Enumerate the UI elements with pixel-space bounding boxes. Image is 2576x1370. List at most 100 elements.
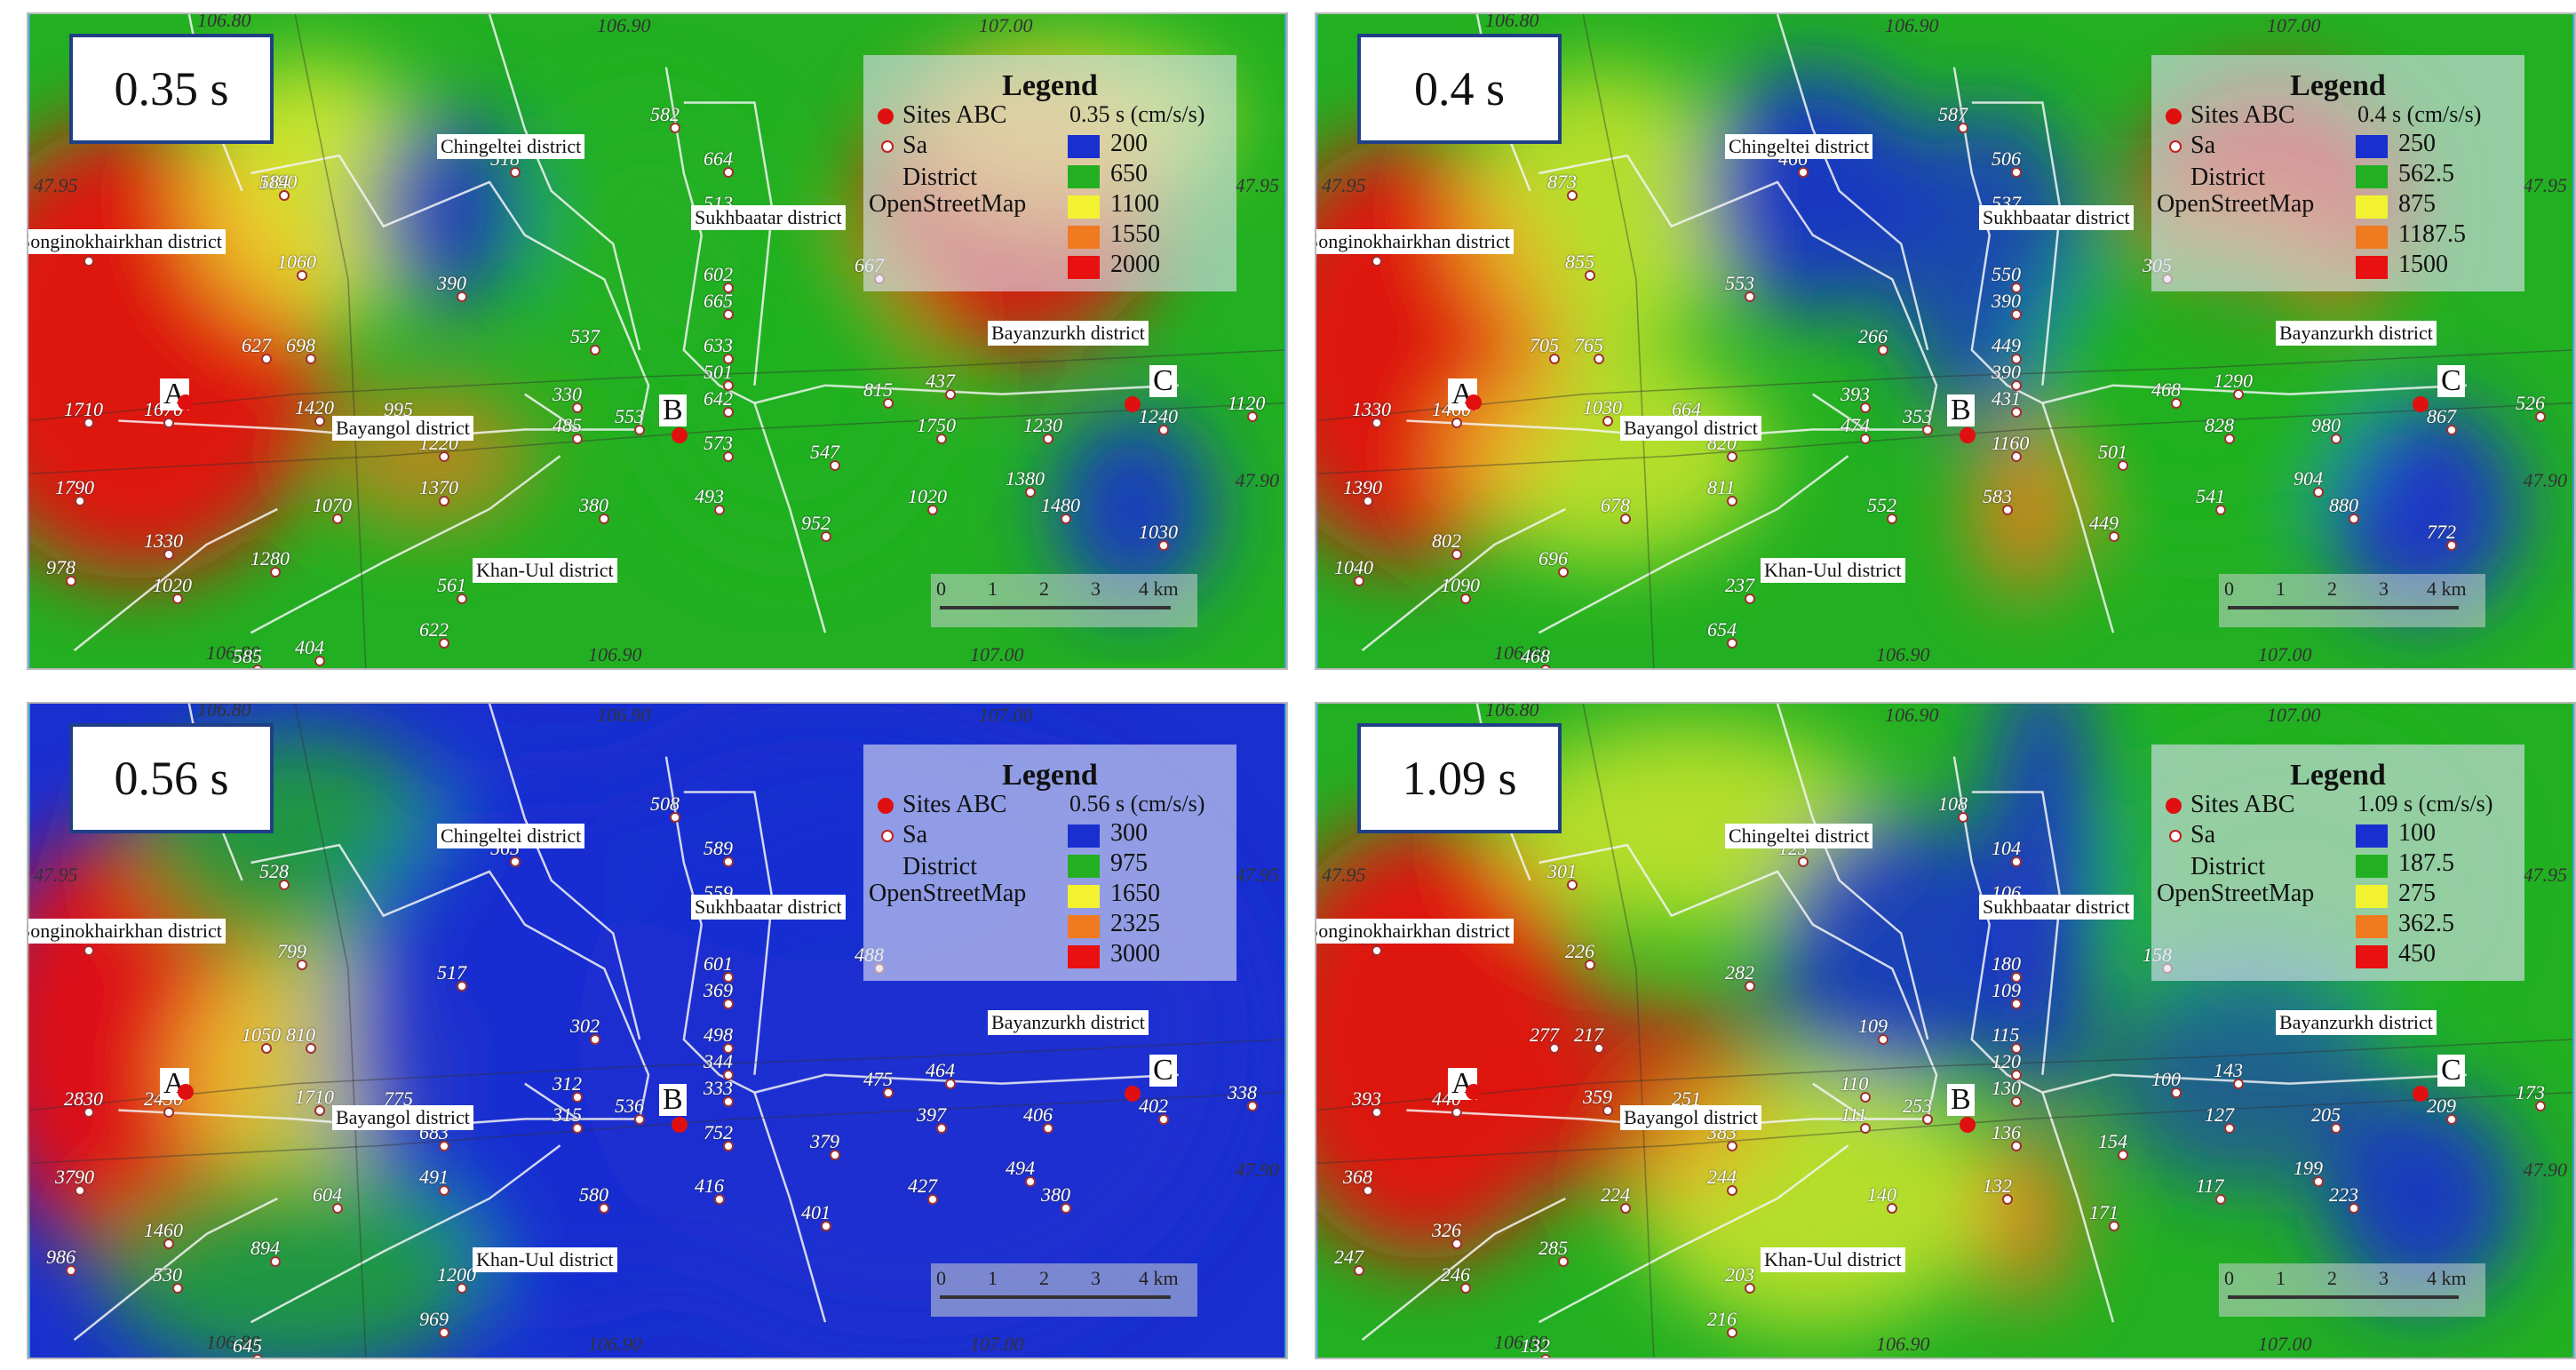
legend-swatch xyxy=(2356,195,2388,219)
sa-value-label: 978 xyxy=(46,556,76,578)
sites-dot-icon xyxy=(878,798,894,814)
sa-point xyxy=(1585,960,1595,970)
sa-value-label: 1750 xyxy=(917,414,956,436)
scale-label: 4 km xyxy=(2427,577,2467,600)
field-blob xyxy=(1697,67,1928,315)
sa-value-label: 437 xyxy=(926,370,955,392)
district-label-chingeltei: Chingeltei district xyxy=(437,824,585,848)
district-label-bayangol: Bayangol district xyxy=(1620,416,1761,441)
sa-value-label: 369 xyxy=(704,979,733,1001)
sa-point xyxy=(2109,531,2119,542)
sa-point xyxy=(1451,418,1462,428)
sa-value-label: 237 xyxy=(1725,574,1754,596)
sa-value-label: 180 xyxy=(1992,952,2021,975)
sa-value-label: 1380 xyxy=(1006,467,1045,490)
sa-point xyxy=(1860,434,1871,444)
field-blob xyxy=(1971,1127,2079,1305)
sa-value-label: 1190 xyxy=(259,171,298,193)
lon-tick: 106.90 xyxy=(1876,643,1930,665)
scale-label: 1 xyxy=(988,577,998,600)
legend-sa: Sa xyxy=(2190,821,2215,848)
sa-point xyxy=(723,856,734,867)
sa-point xyxy=(83,418,94,428)
sa-point xyxy=(1798,856,1809,867)
district-label-khanuul: Khan-Uul district xyxy=(1761,1247,1905,1272)
field-blob xyxy=(2325,1092,2520,1305)
sa-dot-icon xyxy=(881,140,894,153)
legend-title: Legend xyxy=(2290,69,2386,102)
sa-value-label: 1420 xyxy=(295,396,334,418)
sa-value-label: 379 xyxy=(810,1130,839,1152)
sa-value-label: 326 xyxy=(1432,1219,1461,1241)
sa-point xyxy=(1745,291,1755,302)
sa-point xyxy=(830,1150,840,1160)
sa-value-label: 772 xyxy=(2427,521,2456,543)
sa-value-label: 584 xyxy=(259,171,289,193)
sa-value-label: 449 xyxy=(2089,512,2119,534)
sa-value-label: 224 xyxy=(1601,1183,1630,1206)
sa-point xyxy=(510,167,521,178)
sa-value-label: 1480 xyxy=(1041,494,1080,516)
sa-point xyxy=(1727,1141,1737,1151)
sa-point xyxy=(1043,1123,1053,1134)
sa-point xyxy=(83,945,94,956)
sa-point xyxy=(332,1203,343,1214)
lat-tick: 47.95 xyxy=(34,864,78,886)
sa-value-label: 1240 xyxy=(1139,405,1178,427)
legend-sites: Sites ABC xyxy=(2190,791,2295,818)
sa-value-label: 253 xyxy=(1903,1095,1932,1117)
sa-point xyxy=(590,1034,600,1045)
legend-level: 275 xyxy=(2398,880,2436,907)
sa-point xyxy=(1460,1283,1471,1294)
legend-title: Legend xyxy=(1002,759,1098,792)
sa-value-label: 109 xyxy=(1858,1015,1888,1037)
legend-swatch xyxy=(1068,945,1100,968)
sa-point xyxy=(2002,1194,2013,1205)
sa-point xyxy=(2233,389,2244,400)
district-boundary xyxy=(753,402,827,633)
sa-value-label: 302 xyxy=(570,1015,600,1037)
scale-label: 2 xyxy=(1039,1267,1049,1289)
sa-point xyxy=(1460,593,1471,604)
district-label-chingeltei: Chingeltei district xyxy=(1725,824,1873,848)
sa-point xyxy=(2002,505,2013,515)
sa-point xyxy=(2011,856,2022,867)
sa-point xyxy=(252,1354,263,1358)
lon-tick: 107.00 xyxy=(2267,704,2321,726)
sa-value-label: 1090 xyxy=(1441,574,1480,596)
sa-value-label: 1040 xyxy=(1334,556,1373,578)
legend-unit: 1.09 s (cm/s/s) xyxy=(2357,791,2493,816)
scale-label: 0 xyxy=(2224,577,2234,600)
sa-value-label: 380 xyxy=(579,494,608,516)
sa-point xyxy=(2446,540,2457,551)
sa-point xyxy=(2313,1176,2324,1187)
field-blob xyxy=(2325,402,2520,616)
site-label-b: B xyxy=(659,1084,687,1116)
legend-swatch xyxy=(1068,824,1100,848)
legend-level: 1650 xyxy=(1110,880,1160,907)
sa-point xyxy=(439,496,449,506)
sa-point xyxy=(599,514,609,524)
road-line xyxy=(1582,14,1655,668)
sa-value-label: 344 xyxy=(704,1050,733,1072)
sa-point xyxy=(883,1087,894,1098)
sa-point xyxy=(1602,416,1613,426)
lon-tick: 106.80 xyxy=(206,641,260,664)
sa-point xyxy=(2011,1141,2022,1151)
sa-point xyxy=(1727,638,1737,649)
sa-value-label: 1460 xyxy=(144,1219,183,1241)
sa-value-label: 1790 xyxy=(55,476,94,498)
site-label-c: C xyxy=(2437,365,2465,397)
sa-value-label: 1710 xyxy=(64,398,103,420)
lat-tick: 47.95 xyxy=(1235,174,1280,196)
sa-value-label: 526 xyxy=(2516,392,2545,414)
sa-value-label: 468 xyxy=(1521,645,1550,667)
sa-value-label: 752 xyxy=(704,1121,733,1143)
legend-swatch xyxy=(2356,256,2388,279)
sa-value-label: 517 xyxy=(437,961,466,984)
lon-tick: 107.00 xyxy=(979,704,1033,726)
lon-tick: 107.00 xyxy=(979,14,1033,36)
sa-value-label: 550 xyxy=(1992,263,2021,285)
district-boundary xyxy=(2042,384,2467,404)
scale-label: 3 xyxy=(1091,1267,1101,1289)
